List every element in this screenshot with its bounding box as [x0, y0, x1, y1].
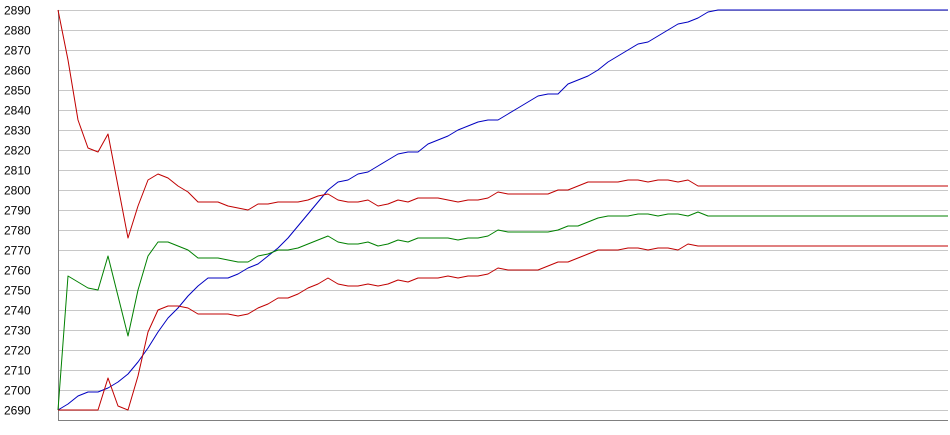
y-tick-label: 2820: [4, 144, 31, 158]
series-line-3: [57, 211, 948, 411]
y-tick-label: 2690: [4, 404, 31, 418]
y-tick-label: 2800: [4, 184, 31, 198]
y-tick-label: 2740: [4, 304, 31, 318]
y-tick-label: 2780: [4, 224, 31, 238]
gridlines: [58, 10, 948, 411]
y-tick-label: 2850: [4, 84, 31, 98]
y-axis-tick-labels: 2690 2700 2710 2720 2730 2740 2750 2760 2770 2780…: [4, 4, 31, 418]
y-tick-label: 2870: [4, 44, 31, 58]
series-lines: [57, 9, 948, 411]
y-tick-label: 2760: [4, 264, 31, 278]
y-tick-label: 2700: [4, 384, 31, 398]
y-tick-label: 2710: [4, 364, 31, 378]
y-tick-label: 2720: [4, 344, 31, 358]
y-tick-label: 2890: [4, 4, 31, 18]
series-line-1: [57, 9, 948, 411]
y-tick-label: 2860: [4, 64, 31, 78]
series-line-4: [58, 243, 948, 411]
y-tick-label: 2750: [4, 284, 31, 298]
y-tick-label: 2810: [4, 164, 31, 178]
y-tick-label: 2790: [4, 204, 31, 218]
y-tick-label: 2770: [4, 244, 31, 258]
axes: [58, 10, 948, 421]
y-tick-label: 2840: [4, 104, 31, 118]
series-line-2: [57, 9, 948, 239]
y-tick-label: 2830: [4, 124, 31, 138]
y-tick-label: 2880: [4, 24, 31, 38]
y-tick-label: 2730: [4, 324, 31, 338]
